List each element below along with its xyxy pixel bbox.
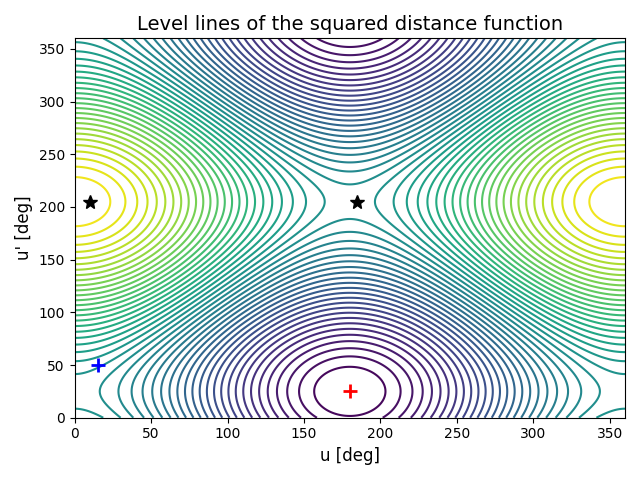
Title: Level lines of the squared distance function: Level lines of the squared distance func… (137, 15, 563, 34)
Y-axis label: u' [deg]: u' [deg] (15, 196, 33, 260)
X-axis label: u [deg]: u [deg] (320, 447, 380, 465)
